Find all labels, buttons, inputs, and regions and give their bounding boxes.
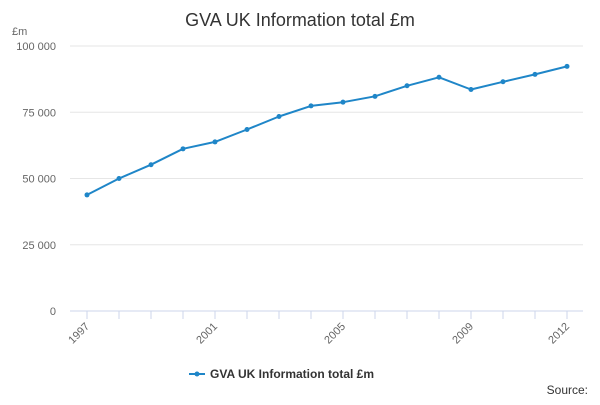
y-tick-label: 25 000 (22, 240, 56, 252)
data-point[interactable] (244, 126, 250, 132)
y-tick-label: 0 (50, 306, 56, 318)
data-point[interactable] (532, 71, 538, 77)
x-tick-label: 2012 (546, 321, 572, 347)
source-label: Source: (547, 383, 588, 397)
series-layer (84, 63, 570, 198)
data-point[interactable] (180, 146, 186, 152)
data-point[interactable] (468, 86, 474, 92)
y-tick-label: 75 000 (22, 107, 56, 119)
x-tick-label: 2001 (194, 321, 220, 347)
data-point[interactable] (340, 99, 346, 105)
data-point[interactable] (308, 103, 314, 109)
x-axis (70, 310, 583, 319)
data-point[interactable] (404, 83, 410, 89)
legend[interactable]: GVA UK Information total £m (189, 367, 374, 381)
data-point[interactable] (276, 113, 282, 119)
data-point[interactable] (148, 162, 154, 168)
y-tick-label: 100 000 (16, 41, 56, 53)
x-tick-label: 1997 (66, 321, 92, 347)
chart-title: GVA UK Information total £m (185, 10, 415, 30)
data-point[interactable] (564, 63, 570, 69)
data-point[interactable] (372, 93, 378, 99)
data-point[interactable] (436, 74, 442, 80)
legend-item-label[interactable]: GVA UK Information total £m (210, 367, 374, 381)
data-point[interactable] (116, 176, 122, 181)
y-axis-unit-label: £m (12, 26, 27, 38)
x-tick-label: 2009 (450, 321, 476, 347)
legend-marker-symbol (194, 371, 200, 377)
data-point[interactable] (212, 139, 218, 145)
data-point[interactable] (84, 192, 90, 198)
data-point[interactable] (500, 79, 506, 85)
series-line[interactable] (86, 65, 568, 196)
x-tick-label: 2005 (322, 321, 348, 347)
y-axis-tick-labels: 0 25 000 50 000 75 000 100 000 (16, 41, 56, 318)
gridlines (70, 45, 583, 246)
y-tick-label: 50 000 (22, 174, 56, 186)
x-axis-tick-labels: 1997 2001 2005 2009 2012 (66, 321, 572, 347)
